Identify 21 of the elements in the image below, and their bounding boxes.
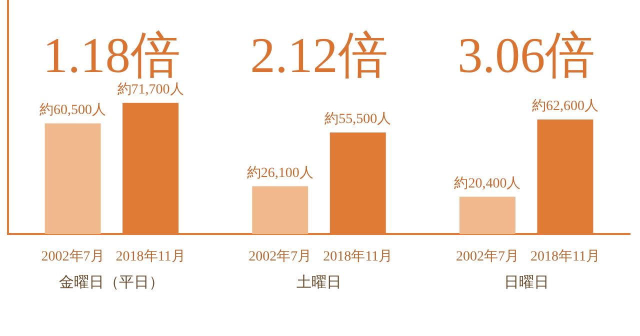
x-tick-label: 土曜日 (296, 274, 342, 291)
annotation: 1.18倍 (42, 27, 180, 83)
data-label: 約20,400人 (454, 175, 521, 192)
annotation: 3.06倍 (458, 27, 596, 83)
series-label: 2002年7月 (248, 248, 312, 265)
text: 2002年7月 (456, 250, 519, 265)
x-tick-label: 金曜日（平日） (59, 274, 164, 291)
data-label: 約26,100人 (246, 164, 314, 181)
data-label: 約55,500人 (324, 111, 392, 128)
text: 2018年11月 (323, 250, 393, 265)
bar (252, 186, 308, 234)
bar (44, 123, 101, 234)
bar (459, 196, 516, 234)
x-tick-label: 日曜日 (504, 274, 549, 291)
text: 2002年7月 (41, 250, 104, 265)
series-label: 2018年11月 (116, 248, 186, 265)
data-label: 約60,500人 (40, 102, 106, 118)
annotation: 2.12倍 (250, 27, 388, 83)
text: 2018年11月 (530, 250, 600, 265)
data-label: 約71,700人 (117, 82, 184, 98)
data-label: 約62,600人 (532, 98, 598, 114)
